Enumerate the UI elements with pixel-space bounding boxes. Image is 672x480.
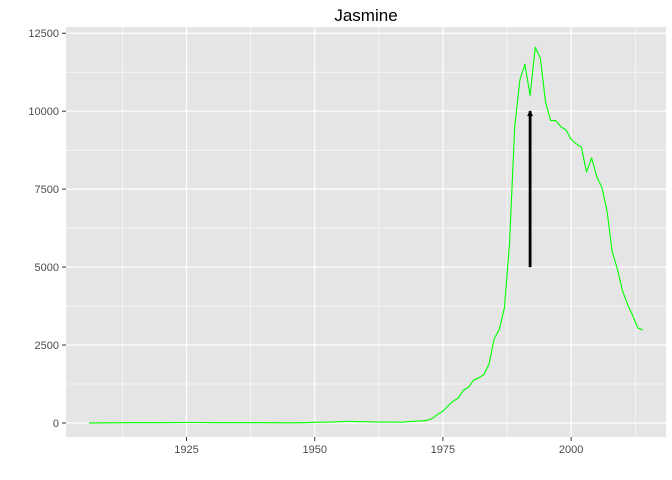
y-tick-label: 2500	[35, 340, 59, 352]
series-line	[89, 46, 644, 424]
x-tick-label: 1925	[174, 444, 198, 456]
minor-gridlines	[66, 27, 666, 437]
annotation-layer	[527, 110, 534, 268]
y-tick-label: 12500	[28, 28, 59, 40]
y-axis: 0 2500 5000 7500 10000 12500	[28, 28, 66, 430]
x-axis: 1925 1950 1975 2000	[174, 437, 583, 456]
plot-panel	[66, 27, 666, 437]
y-tick-label: 10000	[28, 106, 59, 118]
x-tick-label: 1975	[431, 444, 455, 456]
y-tick-label: 0	[53, 418, 59, 430]
chart-title: Jasmine	[334, 6, 397, 25]
x-tick-label: 2000	[559, 444, 583, 456]
x-tick-label: 1950	[302, 444, 326, 456]
y-tick-label: 7500	[35, 184, 59, 196]
annotation-arrowhead	[527, 110, 534, 117]
major-gridlines	[66, 27, 666, 437]
series-layer	[89, 46, 644, 424]
y-tick-label: 5000	[35, 262, 59, 274]
